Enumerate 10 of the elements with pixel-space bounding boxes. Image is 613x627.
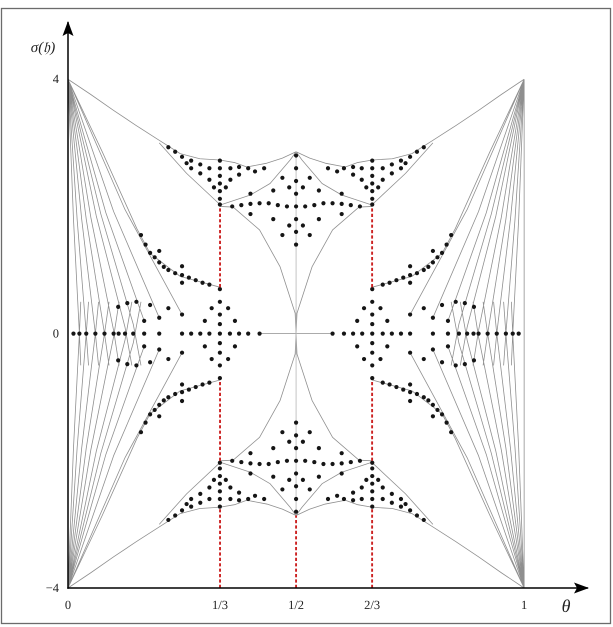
x-tick-label: 1/2 [288, 598, 304, 612]
y-tick-label: 0 [52, 326, 59, 341]
y-axis-title: σ(𝔥) [30, 40, 56, 56]
x-tick-label: 1 [521, 598, 528, 612]
x-axis-title: θ [562, 596, 571, 616]
x-tick-label: 2/3 [364, 598, 380, 612]
x-tick-label: 1/3 [212, 598, 228, 612]
y-tick-label: 4 [52, 72, 60, 86]
x-tick-label: 0 [64, 598, 72, 612]
y-tick-label: −4 [46, 581, 60, 595]
